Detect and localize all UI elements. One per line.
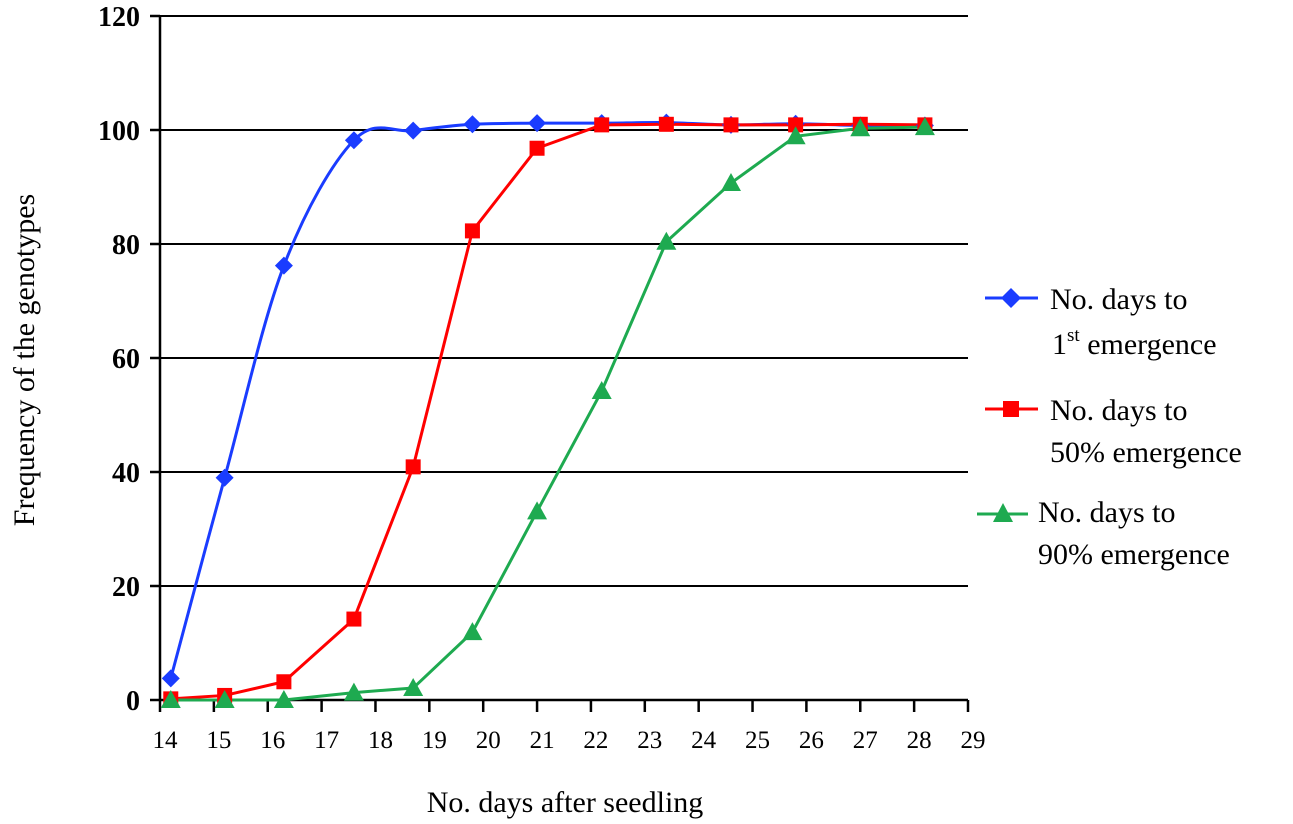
x-tick-label: 19 xyxy=(422,727,447,754)
series-line-1 xyxy=(169,121,925,679)
x-axis-title: No. days after seedling xyxy=(427,786,704,819)
y-tick-label: 80 xyxy=(112,230,140,261)
legend-marker-square xyxy=(1003,401,1019,417)
legend-label-50-line2: 50% emergence xyxy=(1050,436,1242,469)
data-point-series-3 xyxy=(850,118,871,137)
x-tick-label: 21 xyxy=(530,727,555,754)
legend-label-50-line1: No. days to xyxy=(1050,394,1188,427)
data-point-series-2 xyxy=(405,459,421,475)
legend-label-1st-suffix: emergence xyxy=(1080,328,1217,361)
data-point-series-2 xyxy=(276,674,292,690)
x-tick-label: 16 xyxy=(260,727,285,754)
legend-label-90-line1: No. days to xyxy=(1038,496,1176,529)
x-tick-label: 15 xyxy=(206,727,231,754)
data-point-series-3 xyxy=(160,690,181,708)
y-tick-labels: 0 20 40 60 80 100 120 xyxy=(98,2,140,717)
legend-label-1st-line1: No. days to xyxy=(1050,283,1188,316)
x-tick-label: 27 xyxy=(853,727,878,754)
data-point-series-3 xyxy=(591,381,612,400)
data-point-series-1 xyxy=(463,115,482,134)
data-point-series-2 xyxy=(723,117,739,133)
y-axis-title: Frequency of the genotypes xyxy=(8,194,41,526)
data-point-series-3 xyxy=(403,678,424,697)
x-tick-label: 26 xyxy=(799,727,824,754)
x-tick-label: 14 xyxy=(153,727,179,754)
x-tick-label: 23 xyxy=(637,727,662,754)
legend-marker-triangle xyxy=(993,503,1013,522)
y-tick-label: 120 xyxy=(98,2,140,33)
data-point-series-3 xyxy=(785,126,806,145)
data-point-series-3 xyxy=(527,501,548,520)
x-tick-label: 24 xyxy=(691,727,717,754)
y-tick-label: 60 xyxy=(112,344,140,375)
x-tick-label: 22 xyxy=(583,727,608,754)
data-point-series-2 xyxy=(464,223,480,239)
x-tick-label: 28 xyxy=(907,727,932,754)
legend-label-90-line2: 90% emergence xyxy=(1038,538,1230,571)
data-point-series-1 xyxy=(161,669,180,688)
legend-marker-diamond xyxy=(1001,288,1021,308)
data-point-series-3 xyxy=(462,622,483,641)
data-point-series-2 xyxy=(346,611,362,627)
legend-label-1st-prefix: 1 xyxy=(1052,328,1067,361)
series-group xyxy=(160,113,935,708)
y-tick-label: 100 xyxy=(98,116,140,147)
data-point-series-1 xyxy=(274,256,293,275)
y-tick-label: 0 xyxy=(126,686,140,717)
legend: No. days to 1st emergence No. days to 50… xyxy=(977,283,1242,571)
data-point-series-2 xyxy=(594,117,610,133)
x-tick-label: 18 xyxy=(368,727,393,754)
data-point-series-1 xyxy=(344,131,363,150)
data-point-series-3 xyxy=(914,117,935,136)
y-tick-label: 20 xyxy=(112,572,140,603)
legend-label-1st-line2: 1st emergence xyxy=(1052,325,1217,361)
x-tick-label: 29 xyxy=(961,727,986,754)
series-line-2 xyxy=(170,122,925,701)
data-point-series-3 xyxy=(273,690,294,708)
legend-item-90-emergence: No. days to 90% emergence xyxy=(977,496,1230,571)
data-point-series-1 xyxy=(215,468,234,487)
x-tick-label: 17 xyxy=(314,727,339,754)
data-point-series-3 xyxy=(656,231,677,250)
x-tick-label: 25 xyxy=(745,727,770,754)
axes xyxy=(150,14,970,712)
data-point-series-3 xyxy=(214,690,235,708)
x-tick-label: 20 xyxy=(476,727,501,754)
y-tick-label: 40 xyxy=(112,458,140,489)
legend-item-1st-emergence: No. days to 1st emergence xyxy=(985,283,1217,361)
data-point-series-2 xyxy=(788,117,804,133)
legend-label-1st-sup: st xyxy=(1067,325,1080,346)
data-point-series-3 xyxy=(343,682,364,701)
legend-item-50-emergence: No. days to 50% emergence xyxy=(985,394,1242,469)
x-tick-labels: 14 15 16 17 18 19 20 21 22 23 24 25 26 27 28 29 xyxy=(153,727,986,754)
data-point-series-1 xyxy=(528,114,547,133)
data-point-series-2 xyxy=(529,140,545,156)
data-point-series-1 xyxy=(404,121,423,140)
gridlines xyxy=(160,15,968,587)
data-point-series-3 xyxy=(720,173,741,192)
series-line-3 xyxy=(170,125,925,702)
data-point-series-2 xyxy=(658,116,674,132)
